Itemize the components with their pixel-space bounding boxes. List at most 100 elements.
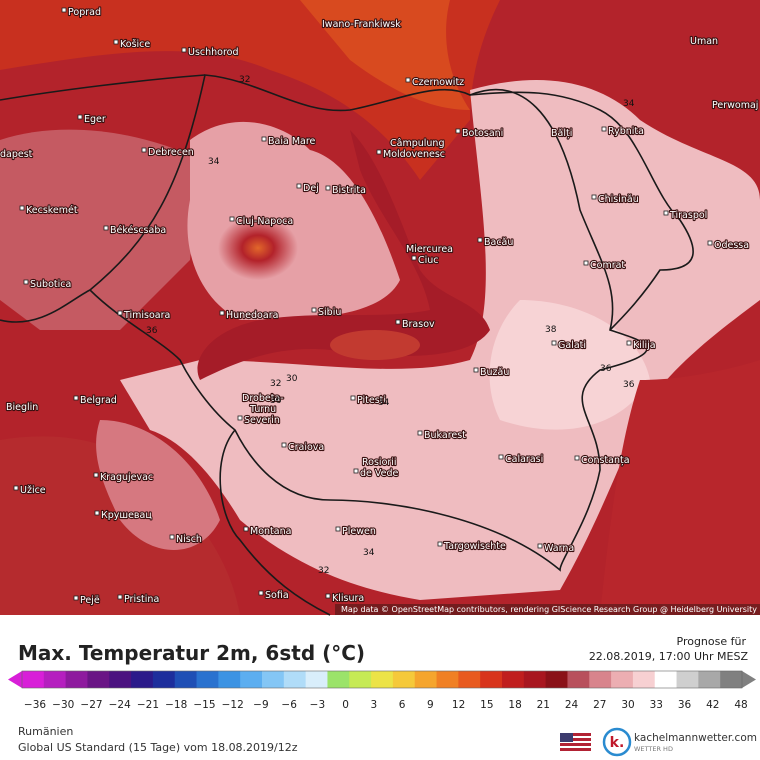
colorbar-segment	[283, 671, 307, 688]
city-label: dapest	[0, 149, 33, 160]
colorbar-tick-label: 24	[565, 699, 579, 711]
city-label: Brasov	[402, 319, 435, 330]
city-label: Plewen	[342, 526, 376, 537]
colorbar-segment	[545, 671, 568, 688]
city-label: Calarasi	[505, 454, 543, 465]
city-marker	[117, 310, 123, 316]
city-label: Eger	[84, 114, 106, 125]
city-label: Rybnita	[608, 126, 644, 137]
serbia-warm	[0, 436, 240, 615]
city-marker	[353, 468, 359, 474]
city-marker	[437, 541, 443, 547]
legend: Max. Temperatur 2m, 6std (°C) Prognose f…	[8, 635, 756, 711]
colorbar-segment	[392, 671, 416, 688]
colorbar-frame	[21, 670, 743, 689]
city-label: Cluj-Napoca	[236, 216, 293, 227]
colorbar-segment	[131, 671, 154, 688]
city-marker	[537, 543, 543, 549]
city-marker	[376, 149, 382, 155]
flag-stripe	[560, 736, 591, 738]
north-hot	[300, 0, 470, 110]
city-label: Kecskemét	[26, 205, 78, 216]
colorbar-segment	[480, 671, 503, 688]
colorbar-arrow-right	[742, 671, 756, 688]
colorbar-tick-label: −6	[281, 699, 297, 711]
city-label: Pristina	[124, 594, 159, 605]
colorbar-segment	[611, 671, 634, 688]
colorbar-segment	[523, 671, 547, 688]
footer: Rumänien Global US Standard (15 Tage) vo…	[18, 725, 757, 757]
city-label: Czernowitz	[412, 77, 464, 88]
colorbar-tick-label: 3	[371, 699, 378, 711]
city-label: Sibiu	[318, 307, 341, 318]
borders	[0, 74, 694, 616]
city-marker	[13, 485, 19, 491]
city-marker	[574, 455, 580, 461]
city-marker	[455, 128, 461, 134]
colorbar-segment	[152, 671, 176, 688]
city-label: Odessa	[714, 240, 749, 251]
city-label: Hunedoara	[226, 310, 278, 321]
colorbar-segment	[349, 671, 372, 688]
colorbar-ticks: −36 −30 −27 −24 −21 −18 −15 −12 −9 −6 −3 0 3 6 9 12 15 18…	[24, 699, 748, 711]
flag-stripe	[560, 746, 591, 748]
moldova-border	[469, 91, 694, 331]
colorbar-segment	[632, 671, 656, 688]
city-marker	[411, 255, 417, 261]
city-marker	[103, 225, 109, 231]
city-label: Miercurea	[406, 244, 453, 255]
city-marker	[141, 147, 147, 153]
flag-us	[560, 733, 591, 751]
colorbar-tick-label: 15	[480, 699, 493, 711]
colorbar-segment	[196, 671, 219, 688]
contour-label: 32	[318, 566, 329, 576]
city-label: Pitesti	[357, 395, 386, 406]
city-label: Uschhorod	[188, 47, 239, 58]
city-label: Pejë	[80, 595, 100, 606]
colorbar-segment	[654, 671, 678, 688]
city-marker	[73, 595, 79, 601]
contour-label: 34	[623, 99, 635, 109]
colorbar-tick-label: 33	[650, 699, 663, 711]
colorbar-tick-label: 12	[452, 699, 465, 711]
colorbar-segment	[436, 671, 459, 688]
city-marker	[93, 472, 99, 478]
city-marker	[219, 310, 225, 316]
city-marker	[325, 593, 331, 599]
city-labels: Poprad Košice Uschhorod Iwano-Frankiwsk Uman…	[0, 6, 760, 607]
city-label: Baia Mare	[268, 136, 316, 147]
city-label: Debrecen	[148, 147, 194, 158]
contour-label: 32	[239, 75, 250, 85]
city-marker	[551, 340, 557, 346]
morava-valley	[96, 420, 220, 550]
colorbar-segment	[22, 671, 45, 688]
city-marker	[395, 319, 401, 325]
city-label: Timisoara	[123, 310, 170, 321]
contour-label: 34	[363, 548, 375, 558]
city-label: Chisinău	[598, 194, 639, 205]
plain-west	[0, 129, 200, 330]
colorbar-segment	[371, 671, 394, 688]
city-marker	[258, 590, 264, 596]
colorbar-tick-label: 0	[342, 699, 349, 711]
hotspot-brasov	[330, 330, 420, 360]
colorbar-segment	[109, 671, 132, 688]
colorbar-tick-label: −18	[165, 699, 187, 711]
logo-ring	[602, 727, 632, 757]
city-label: Bacău	[484, 237, 513, 248]
colorbar-arrow-left	[8, 671, 22, 688]
colorbar-segment	[262, 671, 285, 688]
colorbar-segment	[720, 671, 743, 688]
city-marker	[405, 77, 411, 83]
city-label: Iwano-Frankiwsk	[322, 19, 401, 30]
colorbar-segment	[240, 671, 263, 688]
city-label: Klisura	[332, 593, 364, 604]
city-marker	[19, 205, 25, 211]
city-label: Drobeta-	[242, 393, 284, 404]
colorbar-segment	[502, 671, 525, 688]
contour-label: 34	[208, 157, 220, 167]
city-marker	[707, 240, 713, 246]
other-borders	[0, 74, 331, 616]
colorbar-tick-label: −36	[24, 699, 46, 711]
